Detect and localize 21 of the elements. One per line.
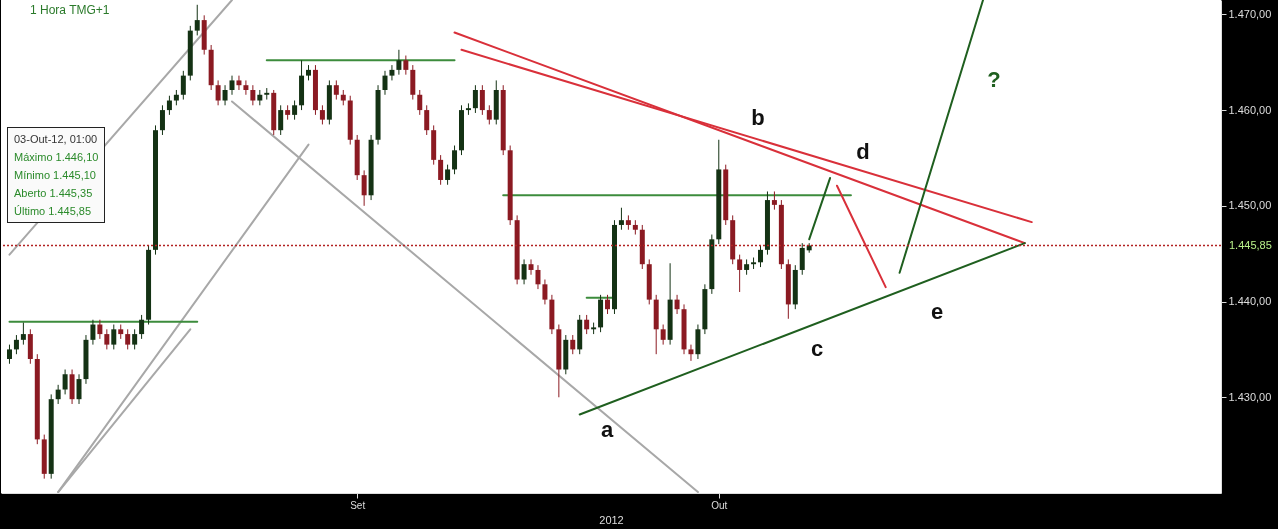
x-tick-label: Out	[711, 499, 728, 511]
annotation: d	[856, 139, 870, 164]
annotation: Último 1.445,85	[14, 204, 93, 219]
y-tick-label: 1.460,00	[1228, 103, 1272, 116]
annotation: a	[600, 417, 614, 442]
x-axis-title: 2012	[599, 513, 624, 526]
chart-title: 1 Hora TMG+1	[30, 3, 110, 17]
annotation: b	[751, 105, 765, 130]
annotation: ?	[987, 67, 1001, 92]
annotation: c	[810, 336, 824, 361]
ref-line-label: 1.445,85	[1229, 238, 1272, 251]
annotation: e	[930, 299, 944, 324]
annotation: Mínimo 1.445,10	[14, 168, 97, 183]
annotation: Máximo 1.446,10	[14, 150, 99, 165]
y-tick-label: 1.440,00	[1228, 295, 1272, 308]
annotation: 03-Out-12, 01:00	[14, 132, 99, 147]
y-tick-label: 1.430,00	[1228, 390, 1272, 403]
y-tick-label: 1.450,00	[1228, 199, 1272, 212]
y-tick-label: 1.470,00	[1228, 7, 1272, 20]
annotation: Aberto 1.445,35	[14, 186, 94, 201]
x-tick-label: Set	[350, 499, 366, 511]
